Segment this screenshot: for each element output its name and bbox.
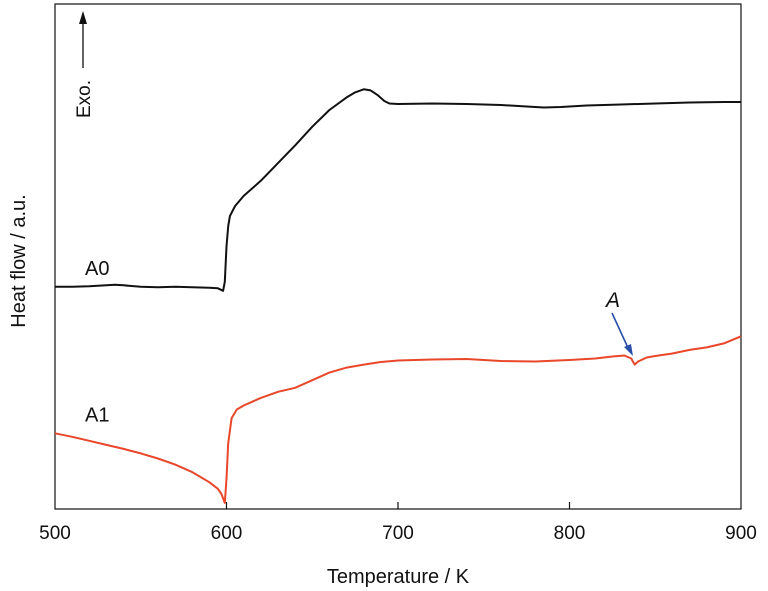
series-line-a1 [54, 335, 742, 504]
series-labels: A0 A1 [85, 258, 109, 426]
annotation-A: A [604, 289, 633, 356]
series-label-a0: A0 [85, 258, 109, 280]
x-tick-label: 600 [211, 523, 243, 544]
series-line-a0 [55, 88, 741, 292]
exo-indicator: Exo. [74, 11, 95, 118]
x-tick-label: 700 [382, 523, 414, 544]
x-axis-ticks [225, 502, 571, 509]
annotation-label: A [604, 289, 620, 312]
series-label-a1: A1 [85, 404, 109, 426]
x-tick-label: 800 [554, 523, 586, 544]
exo-label: Exo. [74, 80, 95, 118]
x-axis-tick-labels: 500 600 700 800 900 [39, 523, 757, 544]
plot-frame [54, 3, 742, 510]
annotation-arrow-line [611, 312, 630, 351]
y-axis-label: Heat flow / a.u. [8, 194, 30, 327]
x-tick-label: 500 [39, 523, 71, 544]
series-layer [54, 88, 742, 504]
x-tick-label: 900 [725, 523, 757, 544]
annotation-arrow-head [624, 344, 633, 356]
exo-arrow-head [79, 11, 87, 24]
x-axis-label: Temperature / K [327, 566, 470, 588]
